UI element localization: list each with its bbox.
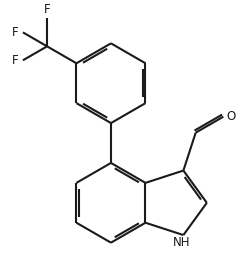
Text: F: F — [12, 54, 19, 67]
Text: O: O — [226, 110, 236, 123]
Text: NH: NH — [173, 236, 190, 249]
Text: F: F — [44, 3, 51, 16]
Text: F: F — [12, 26, 19, 39]
